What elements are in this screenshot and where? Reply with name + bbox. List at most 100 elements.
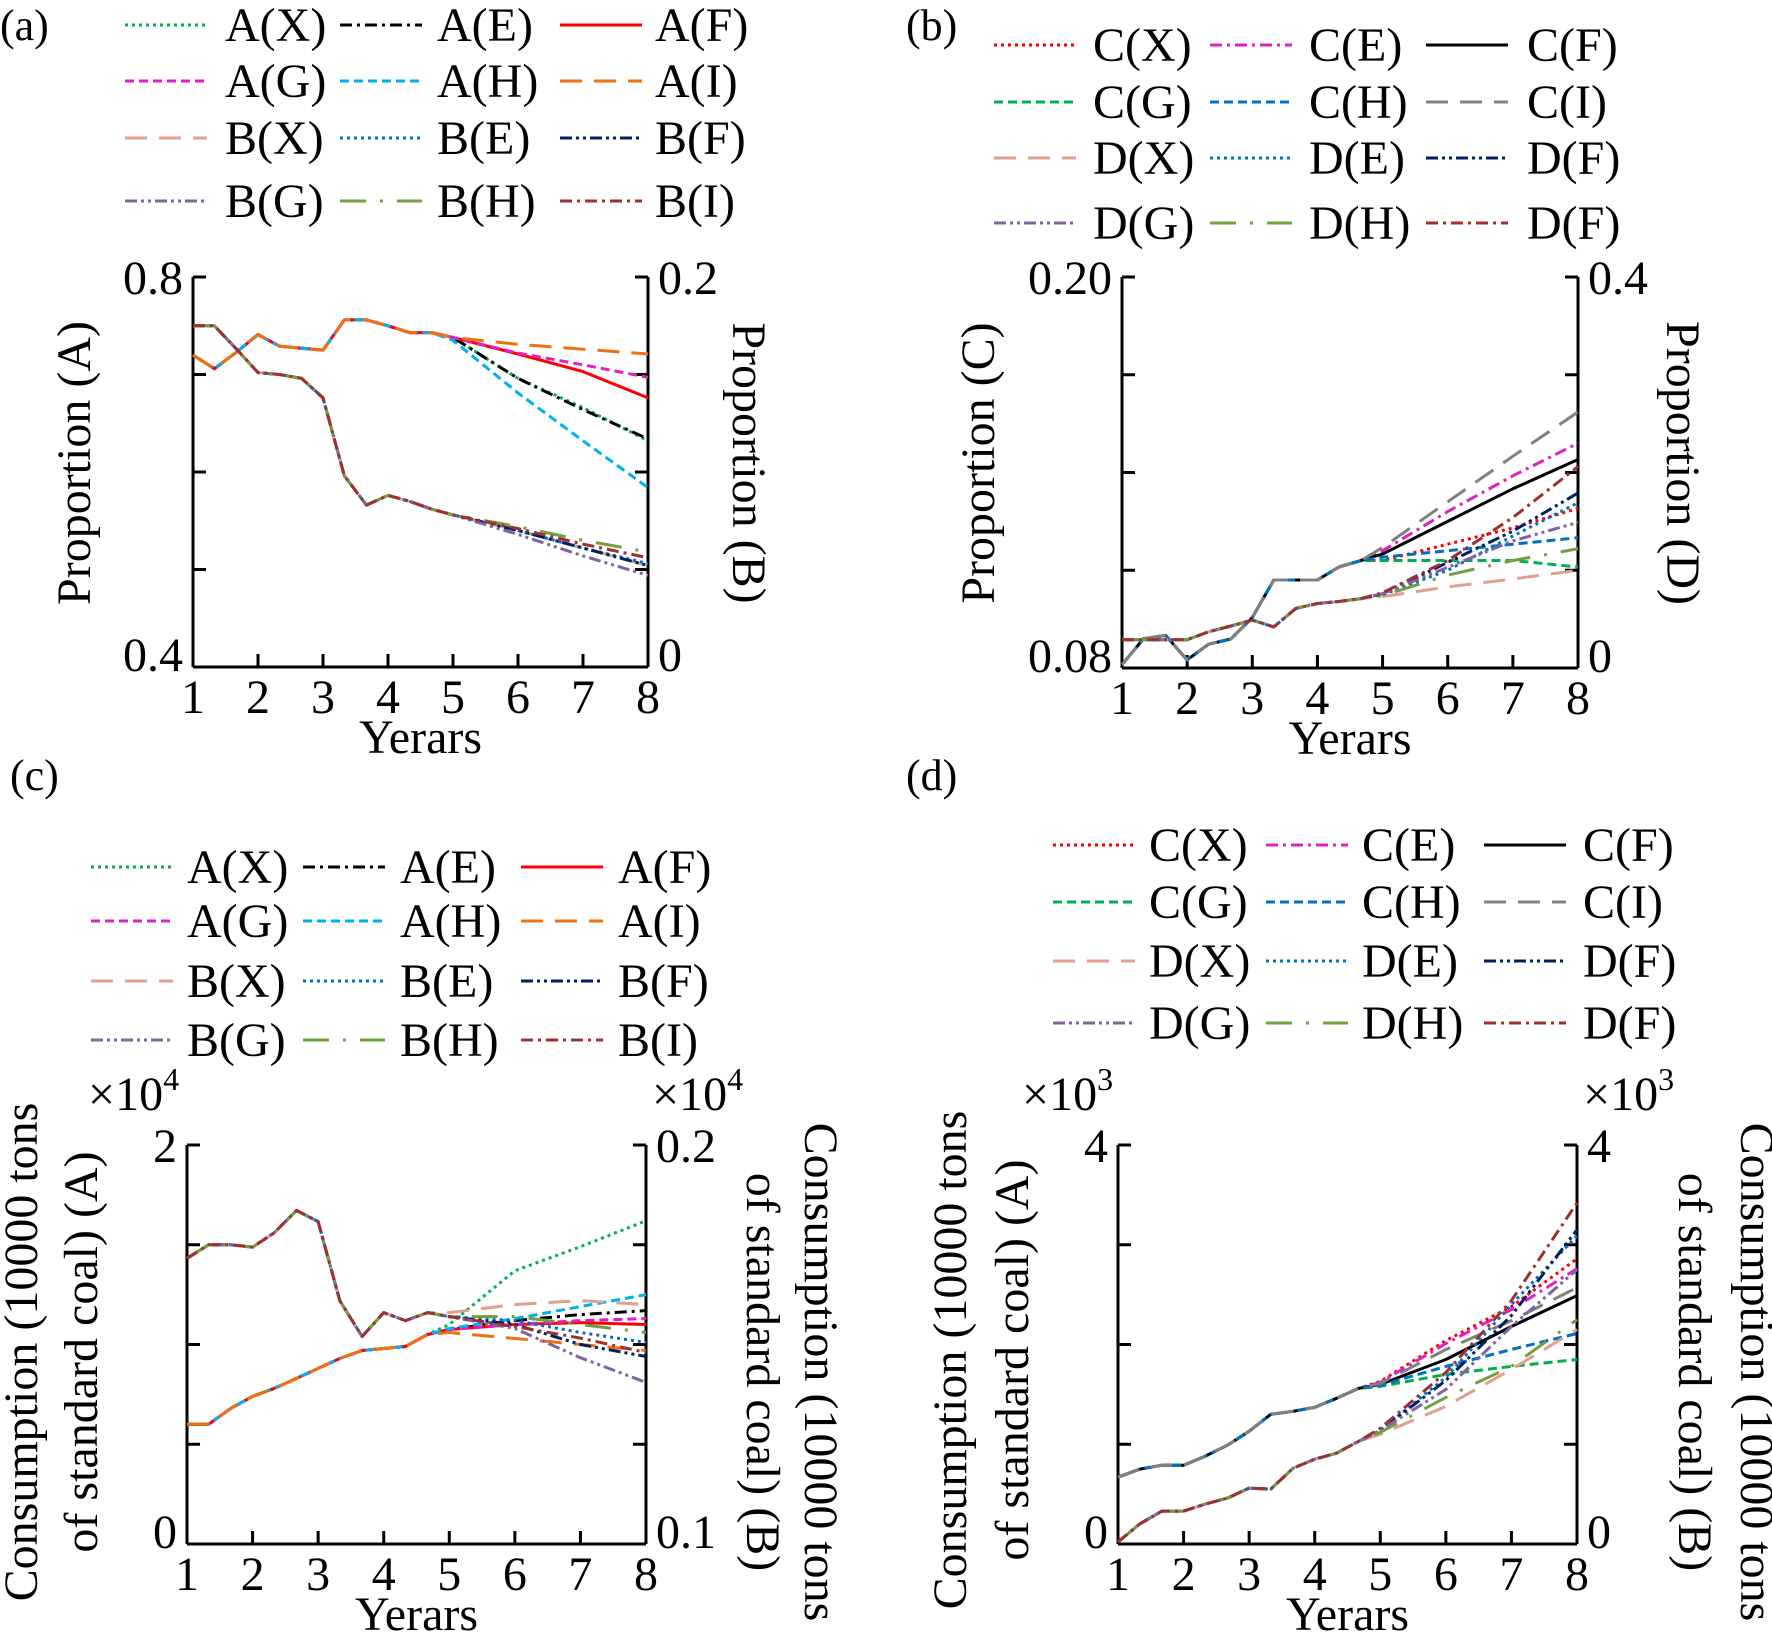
legend-label: C(H) bbox=[1362, 876, 1461, 929]
x-tick-label: 7 bbox=[1499, 1548, 1523, 1601]
x-tick-label: 8 bbox=[1566, 672, 1590, 725]
legend-label: A(F) bbox=[655, 0, 748, 52]
left-y-tick-label: 0.4 bbox=[123, 629, 183, 682]
legend-label: D(F) bbox=[1583, 997, 1676, 1050]
legend-label: A(H) bbox=[437, 55, 538, 108]
left-y-tick-label: 0.20 bbox=[1028, 252, 1112, 305]
x-tick-label: 2 bbox=[241, 1548, 265, 1601]
legend-item: B(G) bbox=[125, 175, 324, 228]
x-tick-label: 4 bbox=[1303, 1548, 1327, 1601]
left-axis-title: Proportion (C) bbox=[952, 322, 1005, 603]
legend-item: B(F) bbox=[560, 112, 746, 165]
left-y-tick-label: 0 bbox=[1084, 1506, 1108, 1559]
legend-label: C(H) bbox=[1309, 76, 1408, 129]
legend-label: B(I) bbox=[618, 1014, 698, 1067]
x-tick-label: 8 bbox=[636, 671, 660, 724]
legend-item: C(H) bbox=[1210, 76, 1408, 129]
right-axis-title: Proportion (D) bbox=[1656, 321, 1709, 605]
x-tick-label: 1 bbox=[181, 671, 205, 724]
legend-item: A(E) bbox=[340, 0, 533, 52]
legend-item: B(H) bbox=[303, 1014, 499, 1067]
x-tick-label: 6 bbox=[506, 671, 530, 724]
left-axis-title: Consumption (10000 tons bbox=[0, 1103, 48, 1602]
left-axis-multiplier: ×104 bbox=[88, 1061, 179, 1121]
legend-label: C(F) bbox=[1583, 819, 1674, 872]
legend-label: B(I) bbox=[655, 175, 735, 228]
legend-label: B(G) bbox=[187, 1014, 286, 1067]
right-y-tick-label: 0 bbox=[658, 629, 682, 682]
x-tick-label: 5 bbox=[441, 671, 465, 724]
legend-label: B(F) bbox=[655, 112, 746, 165]
x-tick-label: 7 bbox=[571, 671, 595, 724]
right-y-tick-label: 0.2 bbox=[656, 1120, 716, 1173]
x-tick-label: 3 bbox=[1240, 672, 1264, 725]
x-tick-label: 6 bbox=[503, 1548, 527, 1601]
legend-item: A(F) bbox=[521, 841, 711, 894]
multiplier-base: ×10 bbox=[652, 1068, 727, 1121]
multiplier-exponent: 3 bbox=[1658, 1061, 1674, 1097]
legend-item: A(H) bbox=[303, 895, 501, 948]
series-line-A(H) bbox=[192, 318, 649, 489]
x-tick-label: 5 bbox=[437, 1548, 461, 1601]
legend-item: B(G) bbox=[91, 1014, 286, 1067]
legend-label: C(G) bbox=[1149, 876, 1248, 929]
legend-label: A(E) bbox=[400, 841, 496, 894]
legend-item: C(I) bbox=[1484, 876, 1663, 929]
legend-label: D(F) bbox=[1527, 197, 1620, 250]
legend-label: A(X) bbox=[225, 0, 326, 52]
panel-label: (b) bbox=[906, 1, 957, 50]
legend-item: A(I) bbox=[521, 895, 701, 948]
legend-item: C(X) bbox=[994, 19, 1192, 72]
legend-label: C(X) bbox=[1093, 19, 1192, 72]
series-line-A(G) bbox=[187, 1317, 647, 1426]
legend-label: D(F) bbox=[1583, 935, 1676, 988]
series-line-A(E) bbox=[192, 318, 649, 441]
legend-label: C(G) bbox=[1093, 76, 1192, 129]
legend-item: C(I) bbox=[1426, 76, 1607, 129]
right-axis-title: Consumption (10000 tons bbox=[1730, 1123, 1772, 1622]
legend-item: A(F) bbox=[560, 0, 748, 52]
x-tick-label: 1 bbox=[1106, 1548, 1130, 1601]
multiplier-base: ×10 bbox=[1583, 1068, 1658, 1121]
legend-label: B(X) bbox=[225, 112, 324, 165]
legend-label: D(F) bbox=[1527, 132, 1620, 185]
multiplier-base: ×10 bbox=[88, 1068, 163, 1121]
legend-item: B(X) bbox=[91, 955, 286, 1008]
x-axis-title: Yerars bbox=[1286, 1588, 1409, 1641]
x-tick-label: 1 bbox=[1110, 672, 1134, 725]
right-y-tick-label: 0 bbox=[1588, 630, 1612, 683]
legend-item: B(H) bbox=[340, 175, 536, 228]
legend-label: A(F) bbox=[618, 841, 711, 894]
legend-label: B(E) bbox=[400, 955, 493, 1008]
series-line-A(X) bbox=[192, 318, 649, 443]
legend-label: A(G) bbox=[187, 895, 288, 948]
series-line-A(H) bbox=[187, 1293, 647, 1426]
legend-label: D(G) bbox=[1093, 197, 1194, 250]
legend-label: D(E) bbox=[1309, 132, 1405, 185]
x-tick-label: 4 bbox=[376, 671, 400, 724]
left-y-tick-label: 0 bbox=[153, 1506, 177, 1559]
legend-label: B(E) bbox=[437, 112, 530, 165]
left-y-tick-label: 0.08 bbox=[1028, 630, 1112, 683]
series-line-A(F) bbox=[192, 318, 649, 400]
left-y-tick-label: 0.8 bbox=[123, 252, 183, 305]
right-y-tick-label: 0.2 bbox=[658, 252, 718, 305]
legend-item: D(E) bbox=[1266, 935, 1458, 988]
series-line-A(I) bbox=[187, 1331, 647, 1426]
series-line-C(E) bbox=[1120, 441, 1579, 666]
series-line-D(F) bbox=[1122, 465, 1579, 642]
series-line-D(H) bbox=[1122, 547, 1579, 642]
series-line-D(F) bbox=[1117, 1228, 1579, 1544]
legend-label: D(G) bbox=[1149, 997, 1250, 1050]
series-line-B(I) bbox=[186, 1208, 647, 1354]
legend-item: D(G) bbox=[1053, 997, 1250, 1050]
series-line-C(G) bbox=[1117, 1358, 1578, 1479]
x-axis-title: Yerars bbox=[359, 711, 482, 764]
x-tick-label: 8 bbox=[1565, 1548, 1589, 1601]
legend-label: A(I) bbox=[618, 895, 701, 948]
legend-label: C(X) bbox=[1149, 819, 1248, 872]
right-y-tick-label: 0 bbox=[1587, 1506, 1611, 1559]
legend-item: B(X) bbox=[125, 112, 324, 165]
